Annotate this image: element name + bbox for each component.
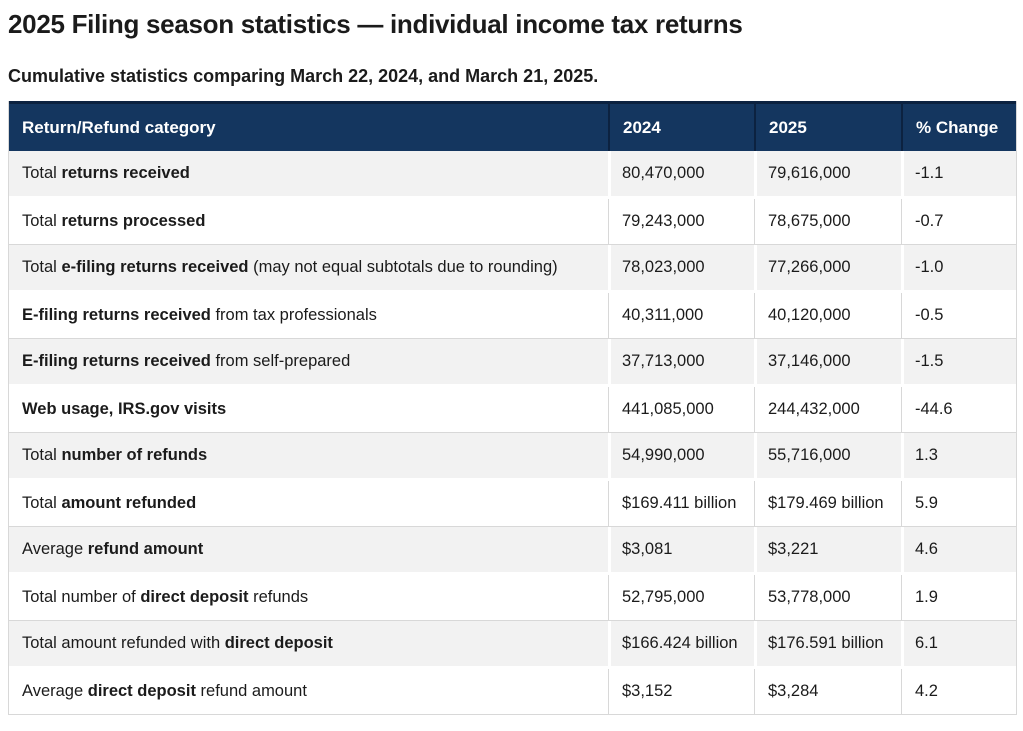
value-2025-cell: $176.591 billion xyxy=(754,620,901,669)
percent-change-cell: -0.5 xyxy=(901,292,1016,339)
percent-change-cell: -44.6 xyxy=(901,386,1016,433)
page-title: 2025 Filing season statistics — individu… xyxy=(8,9,743,39)
percent-change-cell: 4.6 xyxy=(901,526,1016,575)
percent-change-cell: 1.3 xyxy=(901,432,1016,481)
value-2024-cell: 37,713,000 xyxy=(608,338,754,387)
category-text-bold: e-filing returns received xyxy=(61,257,249,276)
page-subtitle: Cumulative statistics comparing March 22… xyxy=(8,65,599,86)
category-cell: Total returns processed xyxy=(9,198,608,245)
percent-change-cell: 5.9 xyxy=(901,480,1016,527)
category-cell: Total returns received xyxy=(9,150,608,199)
category-text: Average xyxy=(22,681,88,700)
category-text: Total xyxy=(22,163,62,182)
category-cell: E-filing returns received from tax profe… xyxy=(9,292,608,339)
table-row: Average refund amount $3,081 $3,221 4.6 xyxy=(9,526,1016,575)
value-2025-cell: $179.469 billion xyxy=(754,480,901,527)
value-2025-cell: 53,778,000 xyxy=(754,574,901,621)
category-text-bold: returns received xyxy=(61,163,190,182)
value-2024-cell: 54,990,000 xyxy=(608,432,754,481)
category-text: (may not equal subtotals due to rounding… xyxy=(248,257,558,276)
category-cell: Total amount refunded xyxy=(9,480,608,527)
column-header-2025: 2025 xyxy=(754,100,901,151)
value-2025-cell: $3,221 xyxy=(754,526,901,575)
category-text-bold: Web usage, IRS.gov visits xyxy=(22,399,227,418)
percent-change-cell: -1.5 xyxy=(901,338,1016,387)
percent-change-cell: -1.0 xyxy=(901,244,1016,293)
table-header-row: Return/Refund category 2024 2025 % Chang… xyxy=(9,100,1016,151)
category-text: refunds xyxy=(248,587,309,606)
category-cell: Average direct deposit refund amount xyxy=(9,668,608,715)
table-row: E-filing returns received from self-prep… xyxy=(9,338,1016,387)
percent-change-cell: -0.7 xyxy=(901,198,1016,245)
category-cell: Web usage, IRS.gov visits xyxy=(9,386,608,433)
table-row: E-filing returns received from tax profe… xyxy=(9,292,1016,339)
table-row: Total amount refunded $169.411 billion $17… xyxy=(9,480,1016,527)
table-row: Total number of direct deposit refunds 52… xyxy=(9,574,1016,621)
category-cell: Total number of refunds xyxy=(9,432,608,481)
category-text: Total xyxy=(22,257,62,276)
value-2024-cell: 79,243,000 xyxy=(608,198,754,245)
value-2025-cell: 40,120,000 xyxy=(754,292,901,339)
value-2024-cell: $3,152 xyxy=(608,668,754,715)
value-2025-cell: 77,266,000 xyxy=(754,244,901,293)
category-text-bold: E-filing returns received xyxy=(22,305,211,324)
category-text: refund amount xyxy=(195,681,307,700)
category-text-bold: amount refunded xyxy=(61,493,197,512)
value-2024-cell: 40,311,000 xyxy=(608,292,754,339)
table-body: Total returns received 80,470,000 79,616,0… xyxy=(9,150,1016,715)
value-2025-cell: $3,284 xyxy=(754,668,901,715)
table-row: Web usage, IRS.gov visits 441,085,000 244,… xyxy=(9,386,1016,433)
column-header-2024: 2024 xyxy=(608,100,754,151)
value-2024-cell: $3,081 xyxy=(608,526,754,575)
category-text-bold: returns processed xyxy=(61,211,206,230)
category-cell: Average refund amount xyxy=(9,526,608,575)
category-cell: Total amount refunded with direct deposi… xyxy=(9,620,608,669)
value-2024-cell: $169.411 billion xyxy=(608,480,754,527)
category-text-bold: refund amount xyxy=(87,539,204,558)
value-2025-cell: 244,432,000 xyxy=(754,386,901,433)
category-text-bold: direct deposit xyxy=(87,681,196,700)
category-text: Total number of xyxy=(22,587,141,606)
category-text-bold: direct deposit xyxy=(140,587,249,606)
category-text-bold: number of refunds xyxy=(61,445,208,464)
statistics-table: Return/Refund category 2024 2025 % Chang… xyxy=(8,100,1017,715)
value-2024-cell: $166.424 billion xyxy=(608,620,754,669)
value-2025-cell: 79,616,000 xyxy=(754,150,901,199)
value-2024-cell: 441,085,000 xyxy=(608,386,754,433)
value-2024-cell: 78,023,000 xyxy=(608,244,754,293)
table-row: Total amount refunded with direct deposi… xyxy=(9,620,1016,669)
table-row: Total returns received 80,470,000 79,616,0… xyxy=(9,150,1016,199)
value-2025-cell: 78,675,000 xyxy=(754,198,901,245)
column-header-category: Return/Refund category xyxy=(9,100,608,151)
category-text: from self-prepared xyxy=(210,351,351,370)
percent-change-cell: -1.1 xyxy=(901,150,1016,199)
table-row: Total e-filing returns received (may not… xyxy=(9,244,1016,293)
table-row: Total number of refunds 54,990,000 55,716,… xyxy=(9,432,1016,481)
table-row: Total returns processed 79,243,000 78,675,… xyxy=(9,198,1016,245)
category-cell: Total number of direct deposit refunds xyxy=(9,574,608,621)
category-text: Total xyxy=(22,211,62,230)
category-text: Total xyxy=(22,493,62,512)
percent-change-cell: 6.1 xyxy=(901,620,1016,669)
percent-change-cell: 4.2 xyxy=(901,668,1016,715)
category-cell: E-filing returns received from self-prep… xyxy=(9,338,608,387)
table-row: Average direct deposit refund amount $3,1… xyxy=(9,668,1016,715)
value-2025-cell: 55,716,000 xyxy=(754,432,901,481)
category-text-bold: E-filing returns received xyxy=(22,351,211,370)
category-text: Average xyxy=(22,539,88,558)
category-text-bold: direct deposit xyxy=(224,633,333,652)
category-text: Total amount refunded with xyxy=(22,633,225,652)
category-cell: Total e-filing returns received (may not… xyxy=(9,244,608,293)
value-2025-cell: 37,146,000 xyxy=(754,338,901,387)
category-text: Total xyxy=(22,445,62,464)
percent-change-cell: 1.9 xyxy=(901,574,1016,621)
column-header-percent-change: % Change xyxy=(901,100,1016,151)
value-2024-cell: 52,795,000 xyxy=(608,574,754,621)
value-2024-cell: 80,470,000 xyxy=(608,150,754,199)
category-text: from tax professionals xyxy=(210,305,377,324)
